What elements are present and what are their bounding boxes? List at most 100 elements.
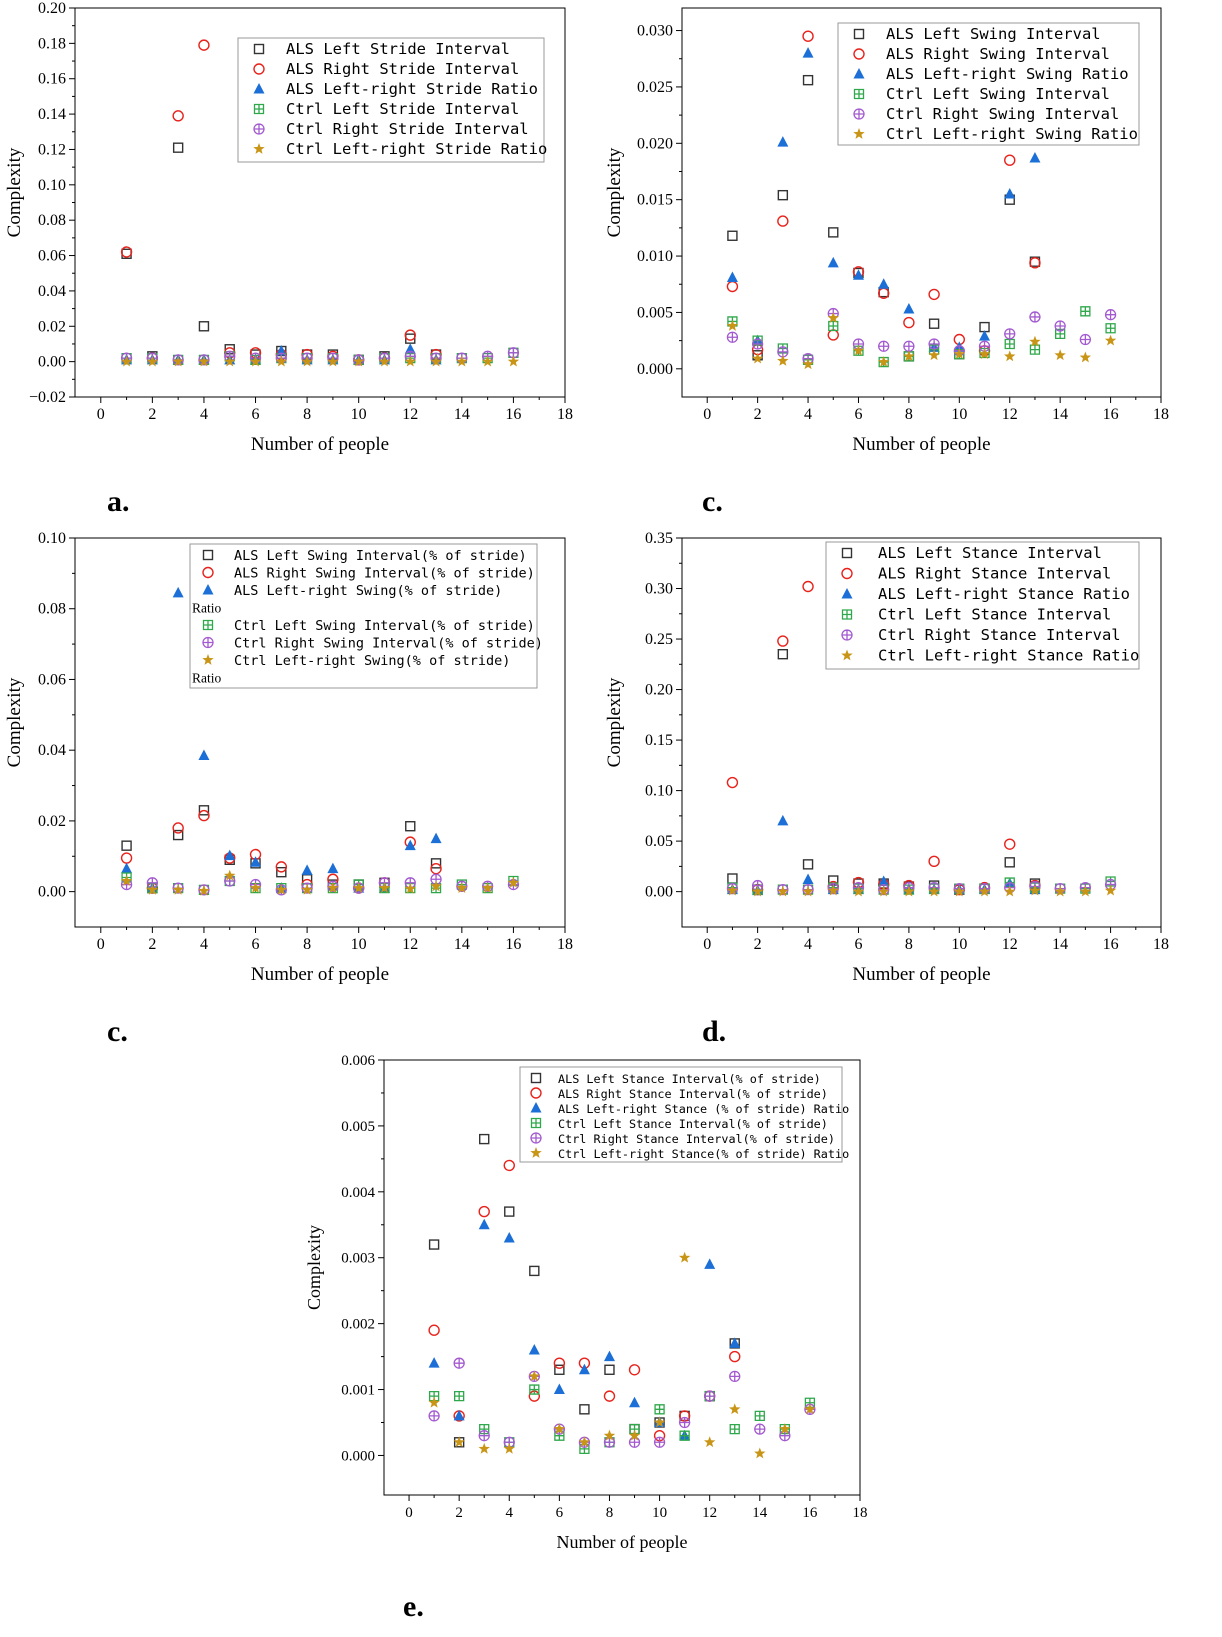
data-point-als_left [121,840,132,851]
data-point-ctrl_right [1079,333,1092,346]
x-tick-label: 2 [754,936,762,953]
data-point-ctrl_ratio [120,355,133,367]
data-point-als_right [275,861,288,873]
data-point-ctrl_ratio [404,882,416,894]
x-tick-label: 14 [752,1505,768,1521]
legend-entry: Ctrl Left-right Swing(% of stride) [234,653,510,669]
y-tick-label: 0.14 [38,106,66,123]
data-point-ctrl_left [1004,338,1015,350]
legend-marker-ctrl_right [853,108,865,120]
data-point-ctrl_left [754,1410,765,1422]
legend-entry: ALS Left Stance Interval [878,544,1102,562]
legend-entry: Ctrl Left Stride Interval [286,100,519,118]
x-tick-label: 14 [1052,406,1068,423]
y-tick-label: 0.030 [637,23,673,40]
series-ctrl-left-right-stance-of-stride-ratio [428,1251,816,1459]
data-point-als_left [198,321,210,332]
data-point-als_ratio [629,1396,641,1408]
y-tick-label: 0.006 [341,1053,375,1069]
legend-marker-als_left [841,547,853,559]
y-tick-label: 0.20 [645,682,673,699]
legend-entry: Ctrl Left Stance Interval(% of stride) [558,1117,828,1131]
data-point-als_ratio [903,303,915,314]
data-point-als_left [405,333,416,344]
legend-marker-ctrl_ratio [841,649,853,661]
data-point-ctrl_ratio [1004,350,1016,362]
series-ctrl-right-stance-interval-of-stride [428,1357,816,1448]
data-point-ctrl_ratio [352,882,365,893]
x-tick-label: 18 [1153,406,1169,423]
data-point-als_ratio [578,1363,590,1375]
legend-box [837,22,1140,146]
x-tick-label: 0 [97,406,105,423]
legend-entry: ALS Right Stance Interval [878,565,1111,583]
x-tick-label: 2 [754,406,762,423]
y-tick-label: 0.004 [341,1185,375,1201]
x-tick-label: 4 [506,1505,514,1521]
data-point-ctrl_ratio [327,882,339,893]
x-tick-label: 2 [148,936,156,953]
data-point-ctrl_ratio [224,869,236,881]
data-point-als_ratio [777,814,789,826]
data-point-ctrl_ratio [430,880,442,892]
x-tick-label: 6 [252,936,260,953]
x-tick-label: 4 [200,406,208,423]
data-point-ctrl_ratio [478,1442,490,1454]
data-point-als_right [628,1364,641,1376]
y-tick-label: 0.05 [645,833,673,850]
legend-entry: Ctrl Right Stance Interval(% of stride) [558,1132,835,1146]
series-ctrl-left-swing-interval [727,306,1116,368]
data-point-als_right [120,852,133,864]
x-tick-label: 6 [854,406,862,423]
panel-label-a: a. [107,485,130,518]
data-point-als_ratio [250,856,262,867]
legend-marker-ctrl_right [841,629,853,641]
legend-box [519,1066,843,1163]
y-tick-label: 0.18 [38,35,66,52]
series-als-left-swing-interval-of-stride [121,805,442,894]
data-point-ctrl_ratio [249,882,262,893]
x-tick-label: 6 [252,406,260,423]
y-tick-label: 0.25 [645,631,673,648]
x-tick-label: 8 [905,406,913,423]
x-tick-label: 10 [951,406,967,423]
x-axis-label: Number of people [557,1532,688,1552]
legend-marker-ctrl_left [202,619,214,631]
data-point-als_left [554,1364,565,1375]
data-point-ctrl_ratio [578,1436,591,1448]
data-point-als_right [777,635,789,647]
y-axis-label: Complexity [604,147,625,237]
data-point-ctrl_ratio [726,884,739,896]
y-tick-label: −0.02 [29,389,66,406]
data-point-als_ratio [404,839,416,851]
panel-label-c-top: c. [702,485,723,518]
data-point-als_right [1029,257,1041,269]
data-point-als_ratio [729,1337,741,1348]
series-als-right-stance-interval-of-stride [428,1159,741,1442]
data-point-als_right [430,862,442,875]
data-point-ctrl_ratio [428,1396,440,1408]
legend-marker-als_ratio [853,68,865,79]
data-point-als_right [553,1357,566,1369]
y-tick-label: 0.00 [38,884,66,901]
legend-marker-ctrl_left [253,103,265,115]
y-tick-label: 0.020 [637,135,673,152]
series-als-left-stance-interval [727,648,1041,895]
legend-entry: Ctrl Right Swing Interval [886,105,1119,123]
legend-marker-ctrl_ratio [853,128,865,139]
legend-entry: Ctrl Left-right Stride Ratio [286,140,547,158]
data-point-als_ratio [553,1383,565,1395]
data-point-als_left [172,829,184,841]
x-tick-label: 18 [853,1505,868,1521]
y-tick-label: 0.02 [38,318,66,335]
data-point-ctrl_ratio [507,355,520,367]
data-point-ctrl_right [779,1430,791,1442]
legend-entry: Ctrl Right Stride Interval [286,120,529,138]
data-point-ctrl_ratio [301,883,313,895]
data-point-ctrl_right [903,340,915,352]
data-point-als_right [120,246,133,258]
data-point-als_ratio [802,47,814,58]
data-point-als_left [777,189,789,201]
data-point-ctrl_ratio [275,355,288,367]
data-point-ctrl_ratio [249,355,262,367]
